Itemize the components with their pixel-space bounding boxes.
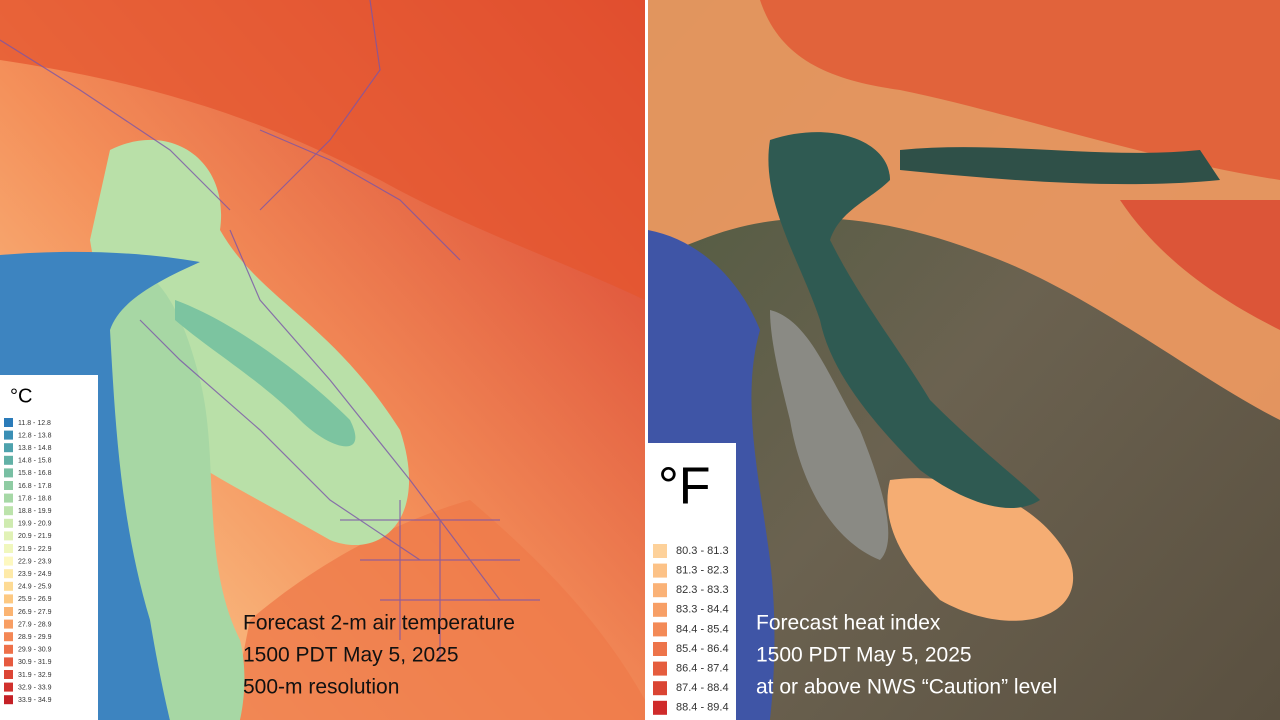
legend-label: 20.9 - 21.9: [18, 533, 52, 540]
legend-swatch: [653, 583, 667, 598]
legend-swatch: [4, 430, 13, 440]
legend-title: °F: [658, 458, 711, 516]
legend-swatch: [4, 468, 13, 478]
legend-label: 84.4 - 85.4: [676, 623, 729, 635]
legend-swatch: [4, 531, 13, 541]
legend-swatch: [4, 455, 13, 465]
legend-title: °C: [10, 385, 32, 407]
legend-swatch: [653, 700, 667, 715]
legend-label: 13.8 - 14.8: [18, 445, 52, 452]
legend-label: 19.9 - 20.9: [18, 521, 52, 528]
panel-divider: [645, 0, 648, 720]
map-caption: Forecast 2-m air temperature: [243, 612, 515, 635]
legend-label: 27.9 - 28.9: [18, 621, 52, 628]
legend-label: 33.9 - 34.9: [18, 697, 52, 704]
legend-swatch: [4, 569, 13, 579]
legend-label: 11.8 - 12.8: [18, 420, 51, 427]
legend-label: 85.4 - 86.4: [676, 643, 729, 655]
legend-swatch: [4, 544, 13, 553]
map-caption: at or above NWS “Caution” level: [756, 676, 1057, 699]
legend-swatch: [653, 661, 667, 676]
legend-label: 23.9 - 24.9: [18, 571, 52, 578]
legend-swatch: [4, 695, 13, 705]
legend-swatch: [4, 619, 13, 629]
legend-swatch: [4, 644, 13, 654]
legend-swatch: [4, 682, 13, 692]
legend-label: 25.9 - 26.9: [18, 596, 52, 603]
legend-label: 30.9 - 31.9: [18, 659, 52, 666]
legend-swatch: [4, 493, 13, 503]
legend-label: 18.8 - 19.9: [18, 508, 52, 515]
legend-label: 14.8 - 15.8: [18, 458, 52, 465]
legend-label: 88.4 - 89.4: [676, 702, 729, 714]
legend-swatch: [4, 632, 13, 642]
legend-label: 22.9 - 23.9: [18, 558, 52, 565]
legend-label: 80.3 - 81.3: [676, 545, 729, 557]
legend-swatch: [653, 622, 667, 637]
legend-swatch: [653, 642, 667, 656]
legend-label: 82.3 - 83.3: [676, 584, 729, 596]
legend-swatch: [653, 602, 667, 617]
legend-label: 32.9 - 33.9: [18, 684, 52, 691]
legend-label: 31.9 - 32.9: [18, 672, 52, 679]
legend-label: 81.3 - 82.3: [676, 565, 729, 577]
legend-swatch: [4, 418, 13, 427]
legend-swatch: [4, 670, 13, 679]
map-caption: 1500 PDT May 5, 2025: [243, 644, 459, 667]
legend-label: 16.8 - 17.8: [18, 483, 52, 490]
legend-label: 15.8 - 16.8: [18, 470, 52, 477]
legend-swatch: [4, 594, 13, 604]
map-caption: 1500 PDT May 5, 2025: [756, 644, 972, 667]
legend-label: 29.9 - 30.9: [18, 647, 52, 654]
legend-swatch: [653, 544, 667, 558]
legend-label: 17.8 - 18.8: [18, 495, 52, 502]
legend-label: 87.4 - 88.4: [676, 682, 729, 694]
legend-swatch: [653, 681, 667, 696]
legend-label: 83.3 - 84.4: [676, 604, 729, 616]
legend-swatch: [4, 506, 13, 516]
map-caption: Forecast heat index: [756, 612, 941, 635]
temperature-map: [0, 0, 645, 720]
legend-swatch: [4, 657, 13, 667]
legend-label: 26.9 - 27.9: [18, 609, 52, 616]
legend-swatch: [4, 607, 13, 616]
heat-index-map: [648, 0, 1280, 720]
legend-swatch: [4, 581, 13, 591]
legend-swatch: [4, 518, 13, 528]
legend-label: 86.4 - 87.4: [676, 663, 729, 675]
legend-swatch: [4, 443, 13, 453]
legend-label: 24.9 - 25.9: [18, 584, 52, 591]
celsius-legend-box: [0, 375, 98, 720]
legend-swatch: [4, 556, 13, 566]
map-caption: 500-m resolution: [243, 676, 399, 699]
legend-label: 21.9 - 22.9: [18, 546, 52, 553]
legend-label: 12.8 - 13.8: [18, 432, 52, 439]
legend-swatch: [4, 481, 13, 490]
legend-label: 28.9 - 29.9: [18, 634, 52, 641]
legend-swatch: [653, 563, 667, 578]
